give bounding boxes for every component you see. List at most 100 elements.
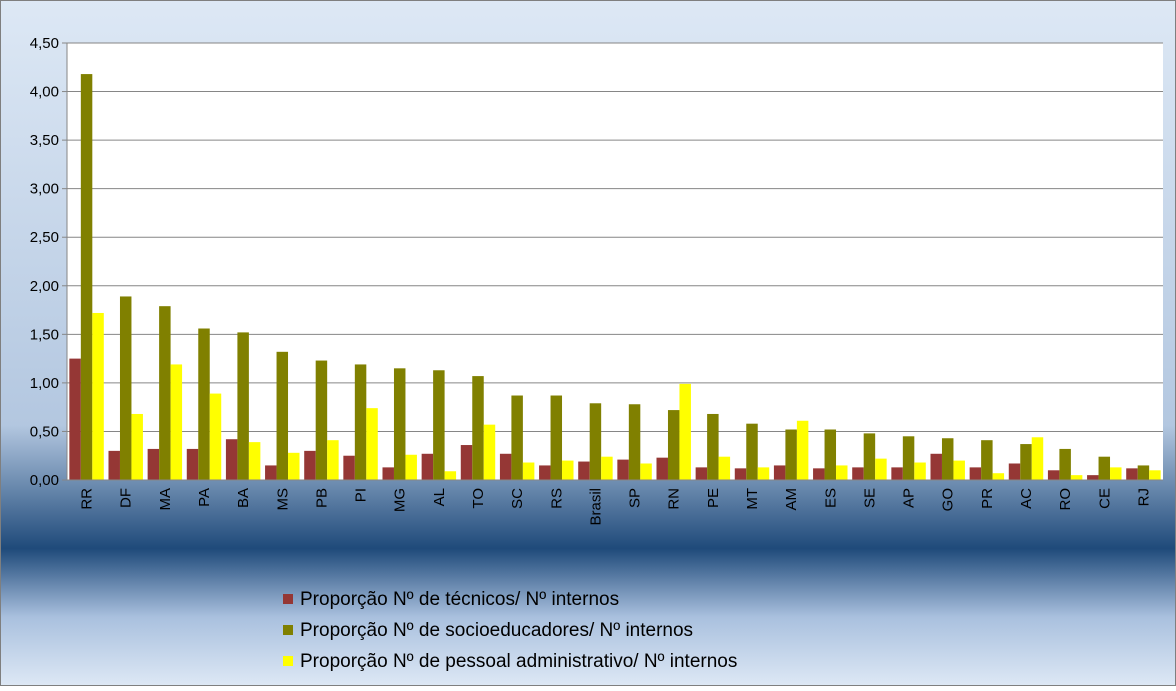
bar — [511, 395, 523, 480]
bar — [718, 456, 731, 480]
x-tick-label: MG — [392, 488, 409, 512]
bar — [589, 403, 602, 480]
bar — [1110, 467, 1122, 480]
bar — [186, 448, 199, 480]
bar — [902, 436, 915, 480]
bar — [159, 306, 171, 480]
bar — [237, 332, 249, 480]
legend-swatch — [283, 594, 293, 604]
x-tick-label: AP — [901, 488, 918, 508]
bar — [405, 454, 417, 480]
bar — [796, 420, 809, 480]
bar — [1137, 465, 1150, 480]
bar — [863, 433, 876, 480]
bar — [707, 413, 719, 480]
bar — [108, 450, 120, 480]
y-tick-label: 0,50 — [30, 423, 59, 440]
x-tick-label: MT — [744, 488, 761, 510]
x-tick-label: GO — [940, 488, 957, 511]
bar — [1059, 448, 1071, 480]
x-tick-label: SC — [509, 488, 526, 509]
bar — [656, 457, 668, 480]
y-tick-label: 2,50 — [30, 229, 59, 246]
bar — [601, 456, 613, 480]
y-tick-label: 2,00 — [30, 278, 59, 295]
bar — [875, 458, 887, 480]
x-tick-label: AM — [783, 488, 800, 511]
x-tick-label: RS — [548, 488, 565, 509]
legend-label: Proporção Nº de pessoal administrativo/ … — [300, 651, 737, 672]
bar — [628, 404, 641, 480]
bar — [170, 364, 183, 480]
bar — [1098, 456, 1111, 480]
bar — [382, 467, 394, 480]
y-tick-label: 1,50 — [30, 326, 59, 343]
x-tick-label: PA — [196, 488, 213, 507]
bar — [1020, 444, 1032, 480]
bar — [1047, 470, 1060, 480]
x-tick-label: SE — [861, 488, 878, 508]
bar — [327, 440, 339, 480]
x-tick-label: Brasil — [587, 488, 604, 526]
bar — [343, 455, 355, 480]
y-tick-label: 3,50 — [30, 132, 59, 149]
legend-label: Proporção Nº de técnicos/ Nº internos — [300, 589, 619, 610]
bar — [640, 463, 652, 480]
x-tick-label: CE — [1096, 488, 1113, 509]
bar — [248, 442, 261, 480]
y-tick-label: 3,00 — [30, 181, 59, 198]
bar — [1126, 468, 1138, 480]
bar — [695, 467, 708, 480]
x-tick-label: AL — [431, 488, 448, 506]
bar — [578, 461, 590, 480]
bar — [969, 467, 982, 480]
bar — [147, 448, 160, 480]
bar — [852, 467, 864, 480]
bar — [539, 465, 551, 480]
x-tick-label: PR — [979, 488, 996, 509]
bar — [198, 328, 210, 480]
bar — [562, 460, 574, 480]
bar — [69, 358, 81, 480]
bar — [119, 296, 132, 480]
bar — [209, 393, 222, 480]
bar — [1087, 475, 1099, 480]
x-tick-label: PI — [353, 488, 370, 502]
x-tick-label: MA — [157, 488, 174, 511]
bar — [288, 452, 300, 480]
bar — [393, 368, 406, 480]
bar — [617, 459, 629, 480]
bar — [92, 312, 104, 480]
bar — [80, 74, 93, 480]
bar — [1149, 470, 1161, 480]
bar — [522, 462, 535, 480]
y-tick-label: 0,00 — [30, 472, 59, 489]
legend-swatch — [283, 656, 293, 666]
x-tick-label: PB — [313, 488, 330, 508]
bar — [276, 351, 289, 480]
bar — [460, 445, 473, 480]
bar — [941, 438, 954, 480]
bar — [785, 429, 797, 480]
bar — [1070, 475, 1083, 480]
x-tick-label: RN — [666, 488, 683, 510]
bar — [836, 465, 848, 480]
bar — [824, 429, 837, 480]
bar — [813, 468, 825, 480]
plot-area — [67, 43, 1163, 480]
bar — [433, 370, 445, 480]
x-tick-label: RR — [79, 488, 96, 510]
legend-swatch — [283, 625, 293, 635]
y-tick-label: 4,00 — [30, 84, 59, 101]
bar — [315, 360, 328, 480]
bar — [667, 410, 680, 480]
bar — [734, 468, 747, 480]
bar — [499, 453, 512, 480]
legend-label: Proporção Nº de socioeducadores/ Nº inte… — [300, 620, 693, 641]
x-tick-label: RJ — [1135, 488, 1152, 506]
bar — [679, 383, 691, 480]
x-tick-label: PE — [705, 488, 722, 508]
x-tick-label: MS — [274, 488, 291, 511]
x-tick-label: TO — [470, 488, 487, 509]
